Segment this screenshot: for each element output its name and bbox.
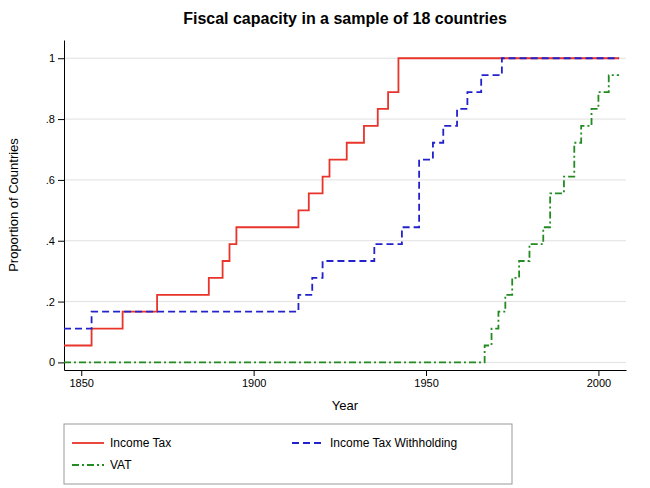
tick-mark	[58, 58, 64, 59]
tick-mark	[58, 119, 64, 120]
y-axis: 0 .2 .4 .6 .8 1	[46, 41, 65, 371]
x-axis-title: Year	[332, 398, 359, 413]
tick-label: .2	[46, 296, 55, 308]
tick-label: 1950	[414, 377, 438, 389]
chart: 1850 1900 1950 2000 0 .2 .4 .6 .8 1 Fiscal capacit…	[0, 0, 650, 488]
legend-swatch	[292, 442, 324, 444]
tick-mark	[254, 370, 255, 376]
tick: 1850	[69, 370, 93, 389]
series-line	[64, 58, 619, 328]
legend-label: VAT	[110, 458, 132, 472]
tick: 1	[49, 52, 64, 64]
series-line	[64, 58, 619, 345]
title: Fiscal capacity in a sample of 18 countr…	[183, 10, 507, 27]
tick: 1950	[414, 370, 438, 389]
plot: 1850 1900 1950 2000 0 .2 .4 .6 .8 1	[46, 41, 627, 389]
lines	[64, 58, 619, 362]
legend: Income Tax Income Tax Withholding VAT	[64, 424, 512, 484]
grid-line	[64, 301, 626, 302]
tick-mark	[426, 370, 427, 376]
legend-item: Income Tax	[72, 436, 171, 450]
legend-swatch	[72, 442, 104, 444]
tick-label: 1	[49, 52, 55, 64]
tick: 1900	[242, 370, 266, 389]
legend-item: VAT	[72, 458, 132, 472]
tick: .4	[46, 235, 64, 247]
tick-label: 1900	[242, 377, 266, 389]
tick-mark	[58, 241, 64, 242]
x-axis: 1850 1900 1950 2000	[65, 370, 627, 389]
grid	[64, 58, 626, 362]
tick-mark	[58, 180, 64, 181]
tick-label: .6	[46, 174, 55, 186]
axis-line	[64, 41, 65, 371]
y-axis-title: Proportion of Countries	[6, 138, 21, 272]
tick: 2000	[587, 370, 611, 389]
axis-line	[65, 370, 627, 371]
tick: .6	[46, 174, 64, 186]
tick-mark	[58, 362, 64, 363]
grid-line	[64, 119, 626, 120]
legend-frame	[64, 424, 512, 484]
tick-label: 0	[49, 356, 55, 368]
legend-label: Income Tax Withholding	[330, 436, 457, 450]
tick-label: 2000	[587, 377, 611, 389]
tick-mark	[58, 302, 64, 303]
grid-line	[64, 240, 626, 241]
tick-label: .4	[46, 235, 55, 247]
tick: .8	[46, 113, 64, 125]
legend-swatch	[72, 464, 104, 466]
tick-mark	[598, 370, 599, 376]
tick: 0	[49, 356, 64, 368]
grid-line	[64, 179, 626, 180]
tick-label: 1850	[69, 377, 93, 389]
legend-item: Income Tax Withholding	[292, 436, 457, 450]
legend-label: Income Tax	[110, 436, 171, 450]
series-line	[64, 75, 619, 362]
tick-mark	[81, 370, 82, 376]
tick: .2	[46, 296, 64, 308]
tick-label: .8	[46, 113, 55, 125]
